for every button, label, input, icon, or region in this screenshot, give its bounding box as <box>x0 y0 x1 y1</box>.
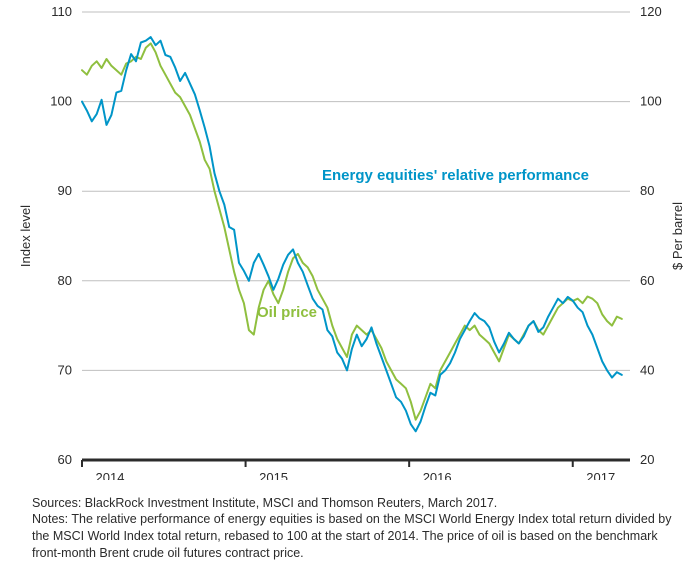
y-left-tick-label: 100 <box>50 94 72 109</box>
y-left-tick-label: 70 <box>58 362 72 377</box>
x-tick-label: 2014 <box>96 470 125 480</box>
y-left-tick-label: 110 <box>51 4 72 19</box>
series-energy-equities <box>82 37 622 431</box>
chart-svg: 60 70 80 90 100 110 20 40 60 80 100 120 2014 2015 2016… <box>0 0 699 480</box>
x-tick-label: 2017 <box>586 470 615 480</box>
series-oil-price <box>82 43 622 419</box>
label-oil-price: Oil price <box>257 304 317 321</box>
footnote-sources: Sources: BlackRock Investment Institute,… <box>32 495 677 512</box>
y-left-tick-label: 60 <box>58 452 72 467</box>
y-right-tick-label: 80 <box>640 183 654 198</box>
y-left-title: Index level <box>18 205 33 267</box>
y-right-tick-label: 100 <box>640 94 662 109</box>
y-left-tick-label: 80 <box>58 273 72 288</box>
chart-footnote: Sources: BlackRock Investment Institute,… <box>32 495 677 563</box>
y-right-tick-label: 120 <box>640 4 662 19</box>
y-left-tick-label: 90 <box>58 183 72 198</box>
y-right-title: $ Per barrel <box>670 202 685 270</box>
x-tick-label: 2016 <box>423 470 452 480</box>
y-right-tick-label: 60 <box>640 273 654 288</box>
label-energy-equities: Energy equities' relative performance <box>322 167 589 184</box>
y-right-tick-label: 40 <box>640 362 654 377</box>
x-tick-label: 2015 <box>259 470 288 480</box>
chart-container: 60 70 80 90 100 110 20 40 60 80 100 120 2014 2015 2016… <box>0 0 699 574</box>
y-right-tick-label: 20 <box>640 452 654 467</box>
footnote-notes: Notes: The relative performance of energ… <box>32 511 677 562</box>
